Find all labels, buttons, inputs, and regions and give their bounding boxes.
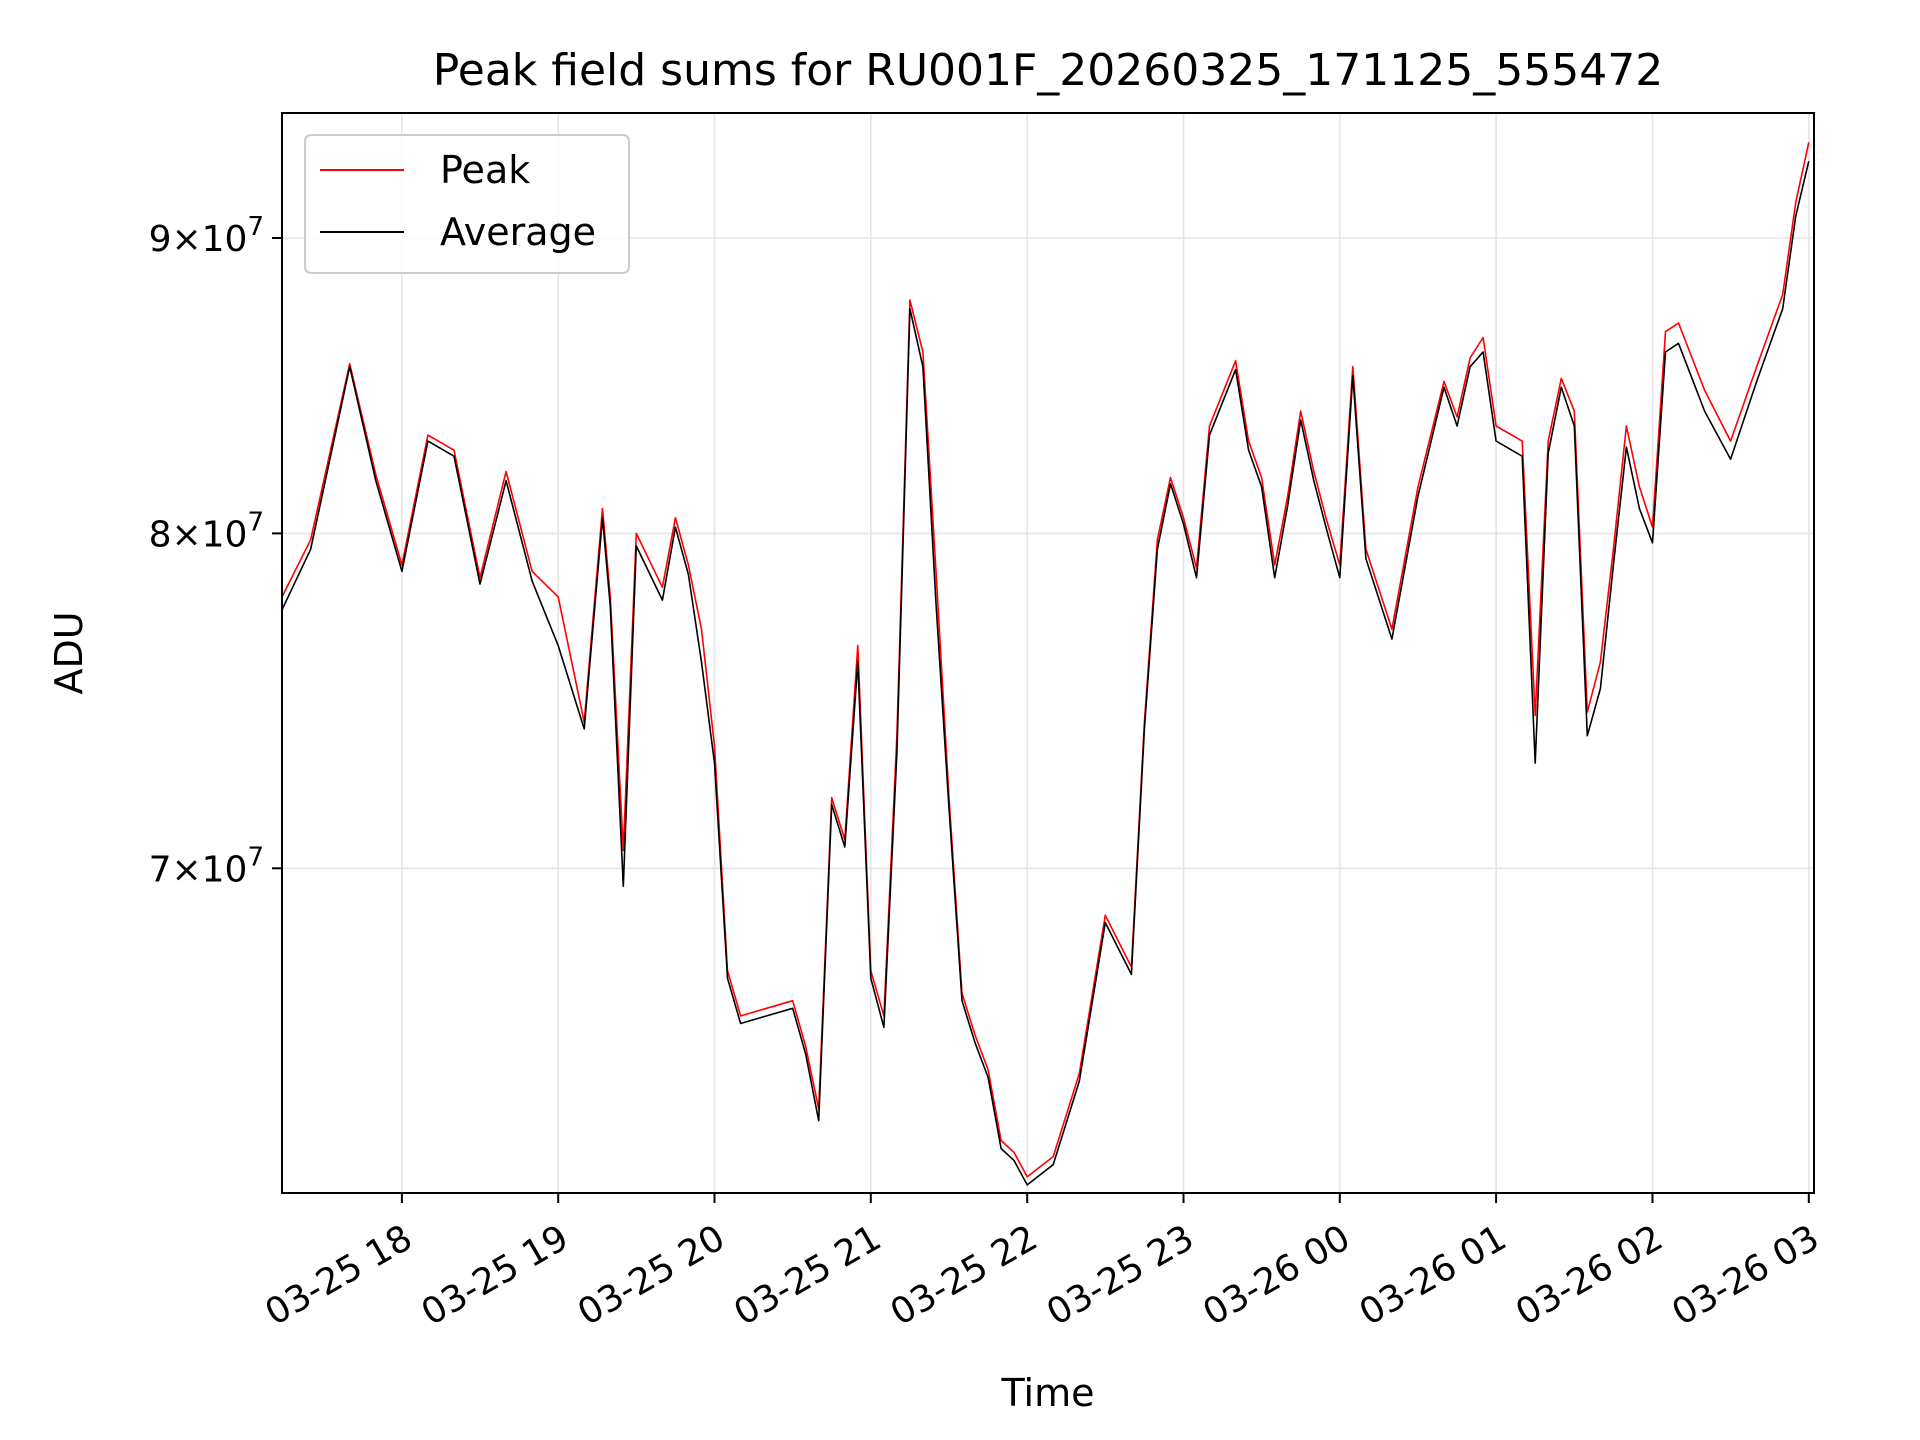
series-line-average xyxy=(281,161,1810,1186)
y-tick-times: × xyxy=(171,219,201,260)
y-tick-times: × xyxy=(171,849,201,890)
legend: Peak Average xyxy=(304,134,630,274)
y-tick-label: 9×107 xyxy=(149,212,264,260)
y-tick-exponent: 7 xyxy=(247,842,264,872)
y-tick-mantissa: 9 xyxy=(149,219,172,260)
plot-area xyxy=(282,113,1814,1193)
series-layer xyxy=(281,142,1810,1186)
plot-frame xyxy=(281,112,1815,1194)
y-tick-label: 7×107 xyxy=(149,842,264,890)
y-tick-times: × xyxy=(171,514,201,555)
y-tick-label: 8×107 xyxy=(149,507,264,555)
x-axis-label: Time xyxy=(1001,1371,1095,1415)
y-tick-base: 10 xyxy=(202,514,248,555)
y-tick-mantissa: 7 xyxy=(149,849,172,890)
legend-label-peak: Peak xyxy=(440,148,530,192)
y-tick-exponent: 7 xyxy=(247,507,264,537)
y-tick-base: 10 xyxy=(202,219,248,260)
y-tick-base: 10 xyxy=(202,849,248,890)
y-axis-label: ADU xyxy=(47,611,91,694)
legend-label-average: Average xyxy=(440,210,596,254)
chart-title: Peak field sums for RU001F_20260325_1711… xyxy=(433,45,1663,96)
y-tick-mantissa: 8 xyxy=(149,514,172,555)
y-tick-exponent: 7 xyxy=(247,212,264,242)
